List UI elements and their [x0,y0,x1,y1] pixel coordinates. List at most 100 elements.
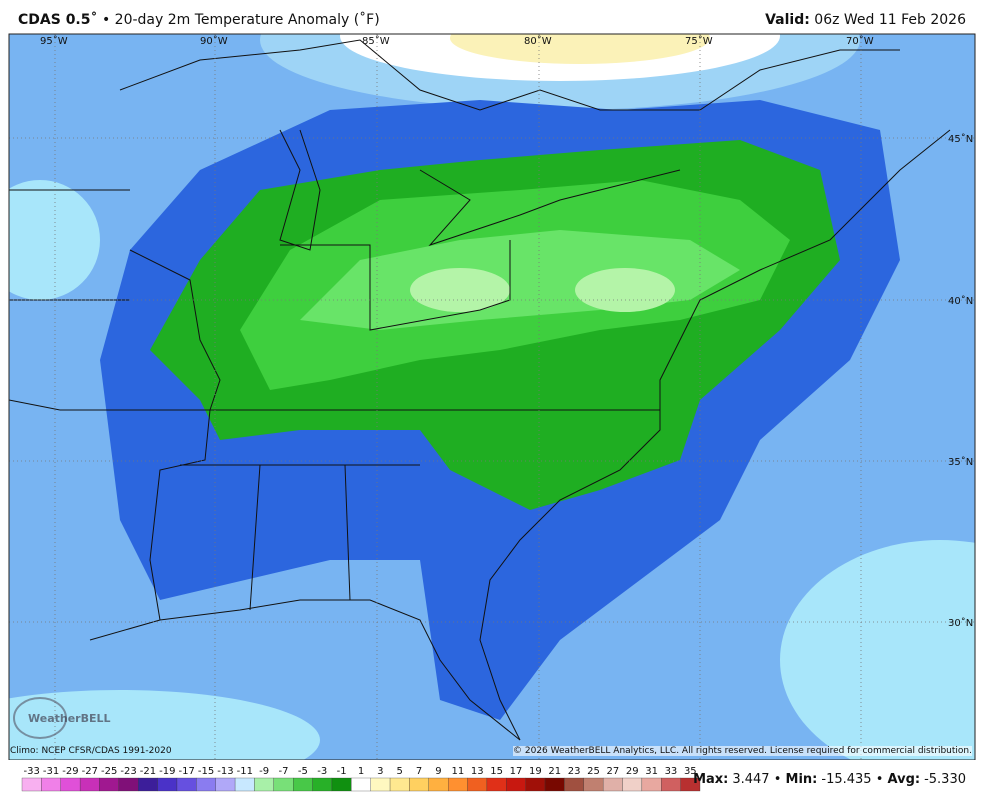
header-valid: Valid: 06z Wed 11 Feb 2026 [765,12,966,28]
latitude-label: 30˚N [948,617,973,629]
colorbar-label: -15 [198,766,214,777]
colorbar-label: 5 [397,766,403,777]
separator: • [769,772,786,787]
graticule [9,34,975,760]
colorbar-swatch [564,777,584,792]
colorbar-swatch [622,777,643,792]
colorbar-label: -31 [43,766,59,777]
colorbar-label: -3 [317,766,327,777]
colorbar-label: -7 [279,766,289,777]
colorbar-swatch [118,777,139,792]
colorbar-label: 1 [358,766,364,777]
colorbar-swatch [583,777,604,792]
valid-label: Valid: [765,12,810,28]
colorbar-swatch [41,777,61,792]
title: • 20-day 2m Temperature Anomaly (˚F) [101,12,380,28]
valid-time: 06z Wed 11 Feb 2026 [814,12,966,28]
separator: • [871,772,888,787]
stat-value: -5.330 [924,772,966,787]
logo: WeatherBELL [13,697,111,739]
colorbar-swatch [312,777,333,792]
colorbar-swatch [331,777,352,792]
stat-label: Avg: [887,772,921,787]
longitude-label: 95˚W [40,35,68,47]
borders [9,39,951,741]
colorbar-swatch [215,777,236,792]
colorbar-swatch [641,777,662,792]
colorbar-swatch [21,777,42,792]
colorbar-swatch [467,777,488,792]
colorbar-swatch [525,777,546,792]
colorbar-label: -1 [337,766,347,777]
colorbar-swatch [506,777,526,792]
colorbar-label: 9 [435,766,441,777]
colorbar-swatch [428,777,449,792]
colorbar-swatch [370,777,391,792]
colorbar-label: -19 [159,766,175,777]
copyright: © 2026 WeatherBELL Analytics, LLC. All r… [513,746,972,756]
colorbar-label: -11 [237,766,253,777]
longitude-label: 75˚W [685,35,713,47]
colorbar-label: 29 [626,766,639,777]
map-frame [8,33,976,760]
colorbar-label: -27 [82,766,98,777]
colorbar-label: 35 [684,766,697,777]
colorbar-label: 7 [416,766,422,777]
colorbar-label: 25 [587,766,600,777]
colorbar: -33 -31 -29 -27 -25 -23 -21 -19 -17 -15 -13 -11 -9 -7… [21,766,701,792]
latitude-label: 40˚N [948,295,973,307]
field [410,268,510,312]
latitude-label: 35˚N [948,456,973,468]
model: CDAS 0.5˚ [18,12,98,28]
colorbar-label: -13 [217,766,233,777]
colorbar-label: -17 [178,766,194,777]
colorbar-label: -21 [140,766,156,777]
colorbar-label: 11 [451,766,464,777]
colorbar-label: -23 [120,766,136,777]
field [9,180,100,300]
colorbar-swatch [544,777,565,792]
colorbar-swatch [138,777,158,792]
logo-text: WeatherBELL [28,712,111,725]
colorbar-swatch [389,777,410,792]
colorbar-label: -25 [101,766,117,777]
colorbar-label: 17 [510,766,523,777]
latitude-label: 45˚N [948,133,973,145]
longitude-label: 90˚W [200,35,228,47]
stat-label: Max: [693,772,729,787]
colorbar-label: 3 [377,766,383,777]
colorbar-swatch [79,777,100,792]
field [575,268,675,312]
field [450,34,710,64]
colorbar-swatch [661,777,681,792]
longitude-label: 85˚W [362,35,390,47]
header-title: CDAS 0.5˚ • 20-day 2m Temperature Anomal… [18,12,380,28]
colorbar-label: -9 [259,766,269,777]
colorbar-label: -33 [24,766,40,777]
colorbar-swatch [254,777,274,792]
colorbar-swatch [409,777,429,792]
colorbar-swatch [157,777,178,792]
colorbar-label: 21 [548,766,561,777]
field [780,540,975,760]
stat-label: Min: [785,772,818,787]
colorbar-swatch [448,777,468,792]
colorbar-label: -5 [298,766,308,777]
colorbar-label: 33 [665,766,678,777]
colorbar-label: 15 [490,766,503,777]
stat-value: -15.435 [821,772,872,787]
field [9,690,320,760]
climo: Climo: NCEP CFSR/CDAS 1991-2020 [10,746,172,756]
colorbar-swatch [99,777,120,792]
colorbar-label: 19 [529,766,542,777]
colorbar-label: 31 [645,766,658,777]
colorbar-label: 13 [471,766,484,777]
stat-value: 3.447 [732,772,770,787]
longitude-label: 80˚W [524,35,552,47]
colorbar-swatch [602,777,623,792]
colorbar-swatch [60,777,81,792]
colorbar-swatch [196,777,216,792]
colorbar-swatch [293,777,313,792]
colorbar-swatch [680,777,701,792]
